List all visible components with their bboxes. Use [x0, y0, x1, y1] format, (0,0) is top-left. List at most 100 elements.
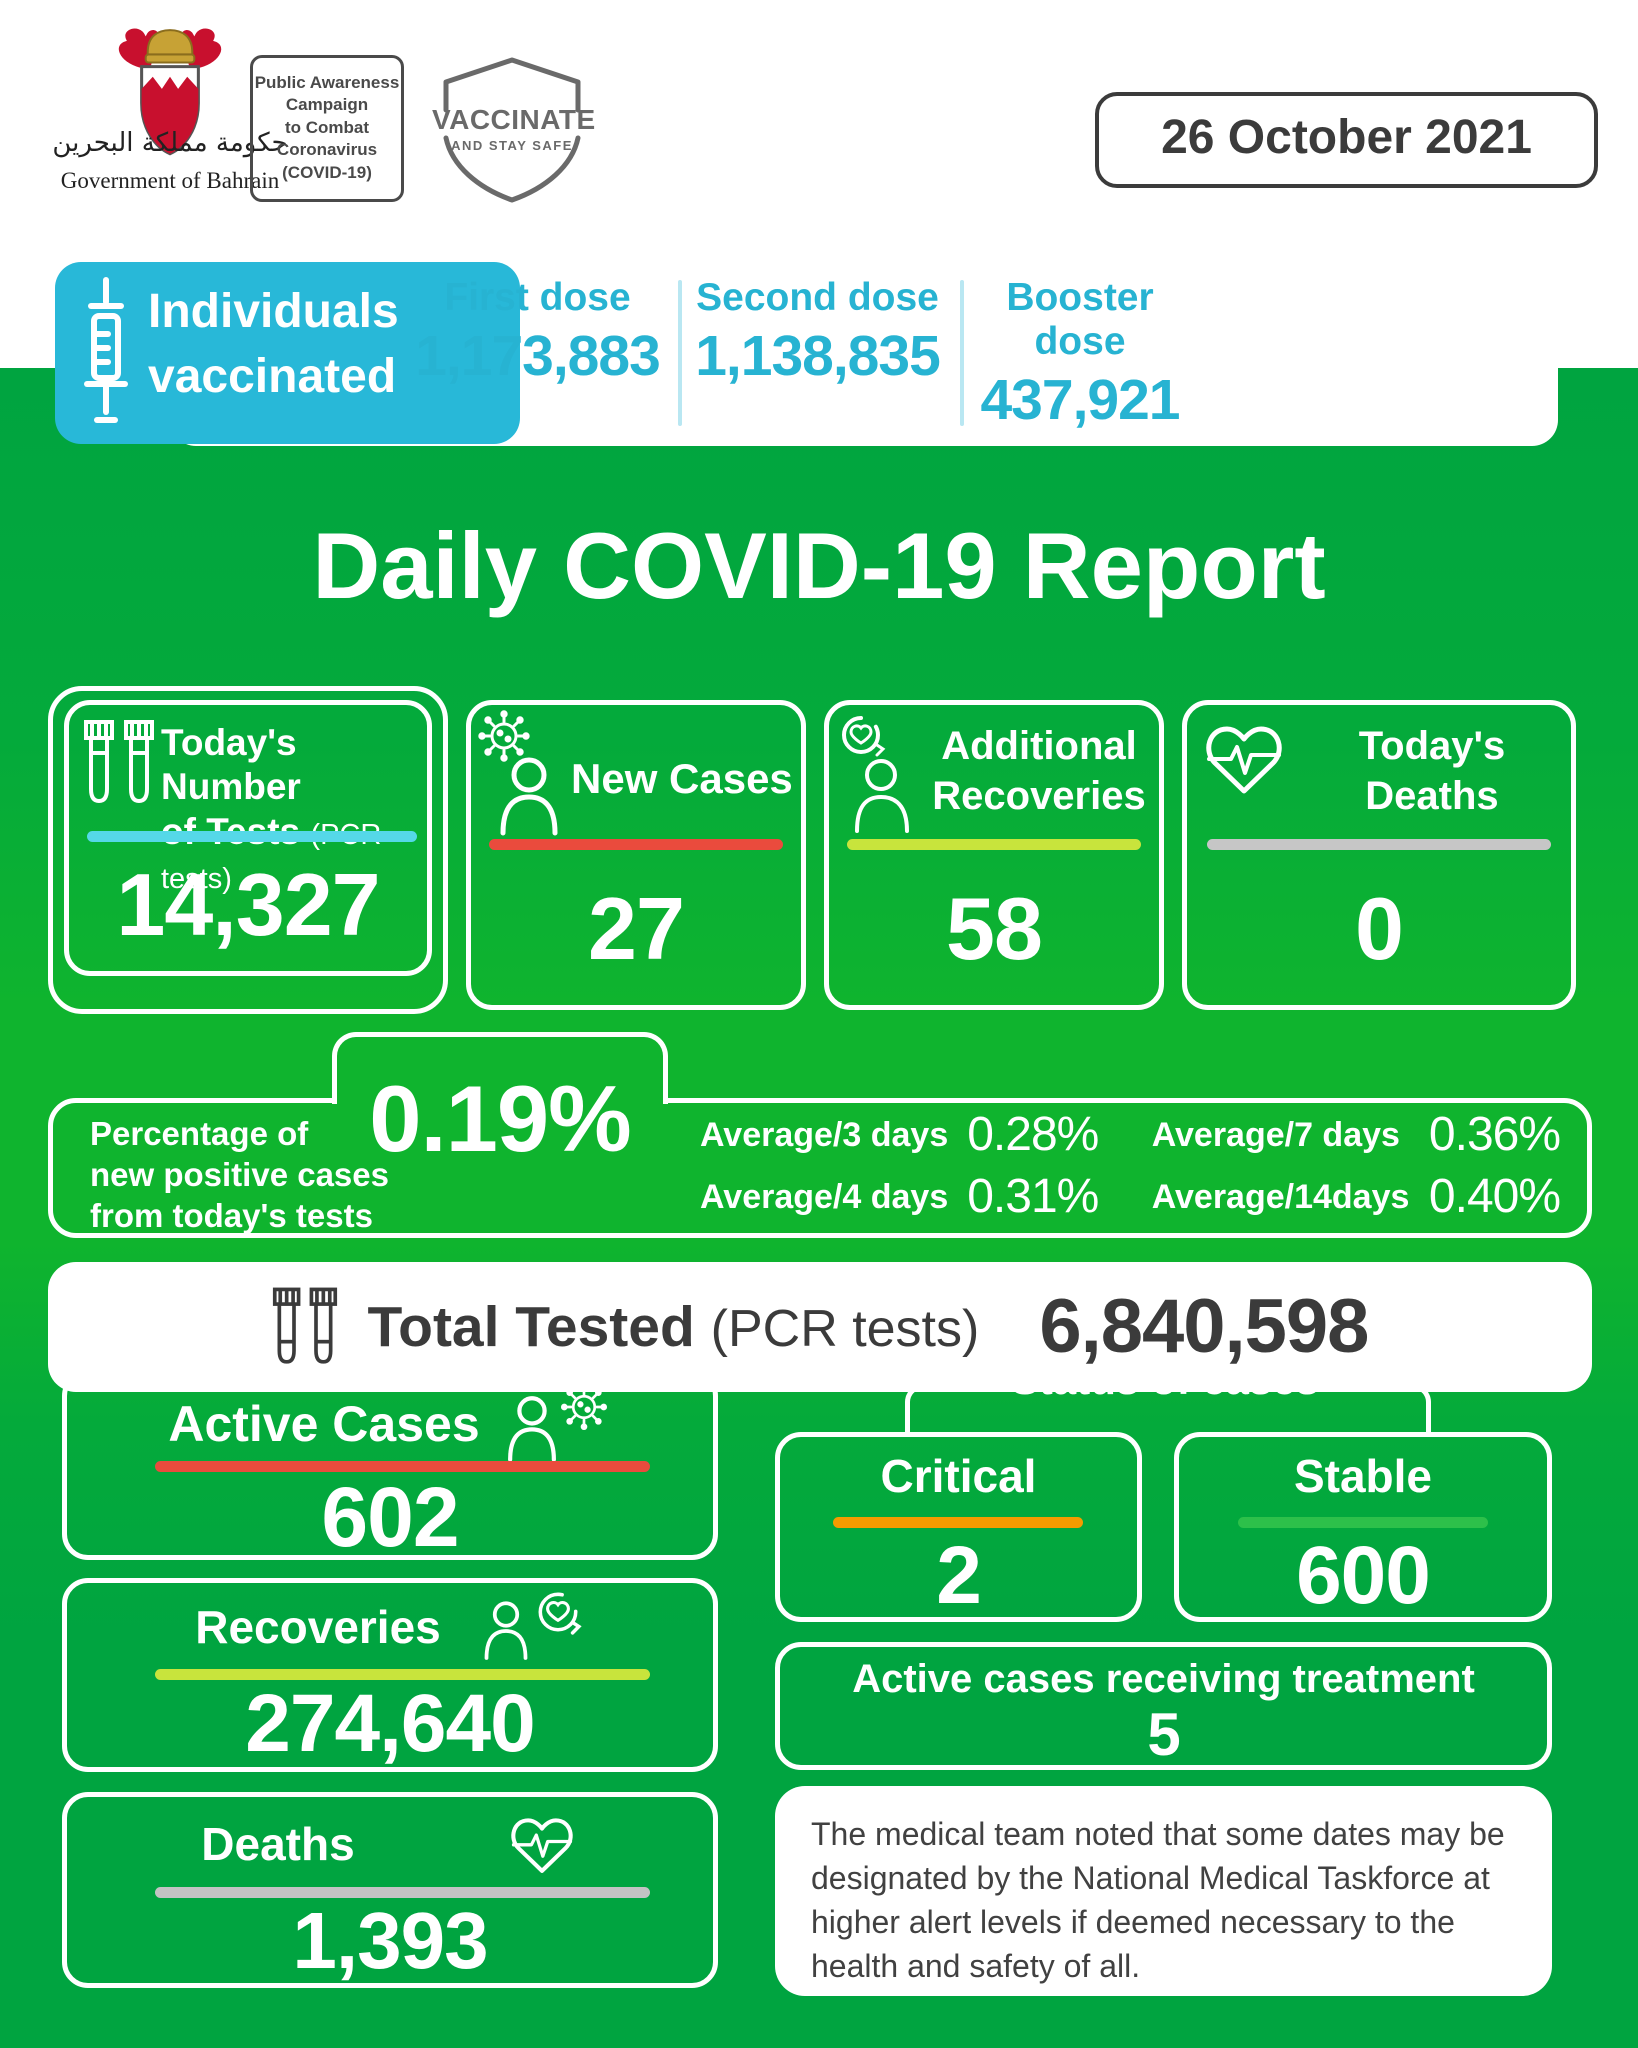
todays-deaths-card: Today's Deaths 0	[1182, 700, 1576, 1010]
additional-recoveries-value: 58	[946, 879, 1043, 978]
deaths-card: Deaths 1,393	[62, 1792, 718, 1988]
person-virus-icon	[504, 1383, 612, 1462]
stable-value: 600	[1296, 1530, 1431, 1621]
deaths-title-line1: Today's	[1358, 724, 1506, 768]
first-dose-column: First dose 1,173,883	[405, 276, 670, 385]
new-cases-card: New Cases 27	[466, 700, 806, 1010]
tests-underline	[87, 831, 417, 842]
second-dose-label: Second dose	[696, 276, 939, 319]
critical-label: Critical	[880, 1450, 1037, 1502]
person-icon	[497, 749, 561, 837]
avg-4days-label: Average/4 days	[700, 1177, 949, 1216]
medical-note: The medical team noted that some dates m…	[775, 1786, 1552, 1996]
individuals-vaccinated-label: Individuals vaccinated	[148, 280, 399, 410]
bahrain-coat-of-arms-icon	[95, 22, 245, 174]
shield-title: VACCINATE	[432, 104, 596, 135]
recoveries-underline	[155, 1669, 650, 1680]
avg-3days-value: 0.28%	[967, 1108, 1099, 1161]
active-cases-header: Active Cases	[67, 1383, 713, 1462]
booster-dose-label: Booster dose	[1006, 276, 1154, 363]
status-bracket-left	[905, 1384, 1006, 1433]
positivity-label-line3: from today's tests	[90, 1196, 373, 1234]
positivity-value: 0.19%	[369, 1066, 632, 1171]
avg-7days-value: 0.36%	[1428, 1108, 1561, 1161]
dose-divider	[960, 280, 964, 426]
active-cases-card: Active Cases	[62, 1370, 718, 1560]
new-cases-title: New Cases	[571, 755, 793, 802]
deaths-underline	[155, 1887, 650, 1898]
virus-icon	[475, 707, 533, 765]
campaign-line: (COVID-19)	[282, 162, 372, 182]
test-tubes-icon	[83, 719, 155, 807]
new-cases-underline	[489, 839, 783, 850]
todays-deaths-underline	[1207, 839, 1551, 850]
government-english-text: Government of Bahrain	[60, 168, 280, 193]
campaign-line: Public Awareness	[254, 73, 400, 92]
page-title: Daily COVID-19 Report	[312, 513, 1326, 618]
treatment-value: 5	[1147, 1701, 1180, 1768]
active-cases-value: 602	[321, 1470, 459, 1564]
vaccinated-line: vaccinated	[148, 349, 397, 403]
heart-ekg-icon	[505, 1809, 579, 1879]
treatment-label: Active cases receiving treatment	[852, 1657, 1475, 1701]
positivity-row	[48, 1098, 1592, 1238]
new-cases-value: 27	[588, 879, 685, 978]
avg-14days-value: 0.40%	[1428, 1170, 1561, 1223]
todays-deaths-title: Today's Deaths	[1297, 721, 1567, 821]
recoveries-title-line2: Recoveries	[932, 774, 1146, 818]
deaths-title-line2: Deaths	[1365, 774, 1499, 818]
positivity-label: Percentage of new positive cases from to…	[90, 1114, 389, 1237]
status-bracket-right	[1330, 1384, 1431, 1433]
shield-subtitle: AND STAY SAFE	[451, 138, 573, 153]
individuals-line: Individuals	[148, 285, 399, 338]
deaths-value: 1,393	[292, 1896, 488, 1985]
avg-3days-label: Average/3 days	[700, 1115, 949, 1154]
individuals-vaccinated-box	[55, 262, 520, 444]
person-recovery-icon	[481, 1592, 585, 1661]
averages-row-2: Average/4 days 0.31% Average/14days 0.40…	[700, 1168, 1561, 1226]
campaign-line: Coronavirus	[276, 140, 378, 160]
booster-dose-column: Booster dose 437,921	[968, 276, 1192, 429]
status-of-cases-title: Status of cases	[1010, 1356, 1320, 1403]
total-tested-label: Total Tested	[367, 1295, 695, 1359]
campaign-line: Campaign	[285, 95, 369, 115]
additional-recoveries-card: Additional Recoveries 58	[824, 700, 1164, 1010]
treatment-card: Active cases receiving treatment 5	[775, 1642, 1552, 1770]
dose-divider	[678, 280, 682, 426]
tests-title-line1: Today's Number	[161, 722, 301, 808]
stable-underline	[1238, 1517, 1488, 1528]
avg-14days-label: Average/14days	[1151, 1177, 1410, 1216]
deaths-header: Deaths	[67, 1809, 713, 1879]
positivity-label-line1: Percentage of	[90, 1115, 309, 1152]
critical-value: 2	[936, 1530, 982, 1621]
averages-row-1: Average/3 days 0.28% Average/7 days 0.36…	[700, 1106, 1561, 1164]
tests-card: Today's Number of Tests (PCR tests) 14,3…	[64, 700, 432, 976]
heart-ekg-icon	[1201, 715, 1287, 801]
syringe-icon	[75, 272, 137, 434]
campaign-line: to Combat	[284, 117, 370, 137]
total-tested-sublabel: (PCR tests)	[710, 1300, 980, 1358]
stable-label: Stable	[1293, 1450, 1433, 1502]
active-cases-title: Active Cases	[168, 1396, 480, 1452]
avg-7days-label: Average/7 days	[1151, 1115, 1400, 1154]
vaccinate-shield-icon: VACCINATE AND STAY SAFE	[432, 48, 596, 208]
campaign-box: Public Awareness Campaign to Combat Coro…	[250, 55, 404, 202]
second-dose-value: 1,138,835	[695, 324, 941, 388]
recoveries-header: Recoveries	[67, 1592, 713, 1661]
booster-dose-value: 437,921	[980, 368, 1180, 432]
first-dose-value: 1,173,883	[415, 324, 661, 388]
avg-4days-value: 0.31%	[967, 1170, 1099, 1223]
recoveries-title: Recoveries	[195, 1601, 441, 1653]
second-dose-column: Second dose 1,138,835	[690, 276, 945, 385]
recoveries-title-line1: Additional	[941, 724, 1137, 768]
deaths-title: Deaths	[201, 1818, 355, 1870]
critical-card: Critical 2	[775, 1432, 1142, 1622]
tests-value: 14,327	[116, 855, 380, 954]
additional-recoveries-title: Additional Recoveries	[919, 721, 1159, 821]
critical-underline	[833, 1517, 1083, 1528]
additional-recoveries-underline	[847, 839, 1141, 850]
stable-card: Stable 600	[1174, 1432, 1552, 1622]
test-tubes-icon	[272, 1281, 338, 1373]
recoveries-value: 274,640	[245, 1678, 535, 1769]
active-cases-underline	[155, 1461, 650, 1472]
